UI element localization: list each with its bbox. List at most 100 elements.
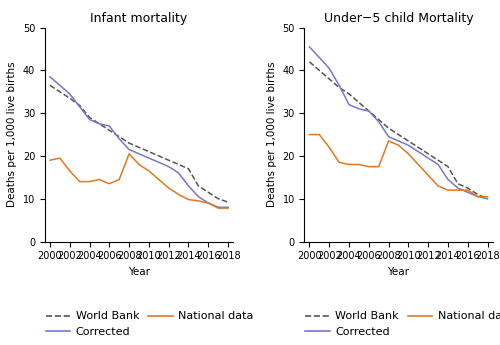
National data [316,132,322,137]
Corrected [376,120,382,124]
Corrected [215,205,221,209]
National data [416,162,422,167]
National data [465,188,471,192]
Corrected [86,118,92,122]
Line: National data: National data [50,154,228,208]
National data [346,162,352,167]
Corrected [166,165,172,169]
Corrected [76,105,82,109]
National data [356,162,362,167]
World Bank [96,122,102,126]
World Bank [136,145,142,149]
X-axis label: Year: Year [388,267,409,277]
National data [474,195,480,199]
Corrected [336,83,342,87]
National data [386,139,392,143]
Legend: World Bank, Corrected, National data: World Bank, Corrected, National data [300,307,500,342]
World Bank [186,167,192,171]
World Bank [326,77,332,81]
Corrected [416,150,422,154]
National data [126,152,132,156]
Corrected [47,75,53,79]
National data [136,162,142,167]
National data [176,193,182,197]
Corrected [306,45,312,49]
World Bank [116,135,122,139]
National data [484,195,490,199]
Corrected [386,135,392,139]
Corrected [465,190,471,194]
Corrected [136,152,142,156]
National data [166,186,172,190]
Corrected [156,160,162,165]
Corrected [366,109,372,113]
National data [47,158,53,162]
Corrected [206,201,212,205]
Title: Infant mortality: Infant mortality [90,12,188,25]
World Bank [57,90,63,94]
Corrected [57,83,63,87]
World Bank [166,158,172,162]
Line: National data: National data [310,135,488,197]
World Bank [425,152,431,156]
World Bank [316,68,322,72]
Legend: World Bank, Corrected, National data: World Bank, Corrected, National data [41,307,258,342]
National data [57,156,63,160]
World Bank [445,165,451,169]
World Bank [396,132,402,137]
World Bank [86,115,92,119]
National data [186,197,192,201]
National data [306,132,312,137]
Line: World Bank: World Bank [50,85,228,202]
World Bank [47,83,53,87]
World Bank [196,184,202,188]
Line: World Bank: World Bank [310,62,488,199]
National data [445,188,451,192]
National data [455,188,461,192]
World Bank [455,182,461,186]
National data [96,177,102,181]
Corrected [196,195,202,199]
National data [326,145,332,149]
National data [336,160,342,165]
Corrected [474,195,480,199]
Corrected [326,66,332,70]
World Bank [106,128,112,132]
Corrected [96,122,102,126]
Corrected [435,162,441,167]
National data [376,165,382,169]
Corrected [106,124,112,128]
Corrected [455,186,461,190]
World Bank [366,109,372,113]
World Bank [356,100,362,105]
Line: Corrected: Corrected [310,47,488,199]
World Bank [156,154,162,158]
National data [116,177,122,181]
World Bank [206,190,212,194]
National data [76,179,82,184]
Corrected [484,197,490,201]
Y-axis label: Deaths per 1,000 live births: Deaths per 1,000 live births [8,62,18,207]
Corrected [146,156,152,160]
National data [196,199,202,203]
World Bank [66,96,72,100]
World Bank [336,86,342,90]
National data [396,143,402,147]
World Bank [146,150,152,154]
Corrected [346,102,352,107]
Corrected [425,156,431,160]
Corrected [116,137,122,141]
Line: Corrected: Corrected [50,77,228,207]
National data [146,169,152,173]
Y-axis label: Deaths per 1,000 live births: Deaths per 1,000 live births [267,62,277,207]
Corrected [396,139,402,143]
National data [106,182,112,186]
National data [225,206,231,210]
National data [435,184,441,188]
National data [206,201,212,205]
World Bank [76,104,82,108]
World Bank [465,186,471,190]
World Bank [474,193,480,197]
Corrected [225,205,231,209]
Corrected [126,147,132,151]
